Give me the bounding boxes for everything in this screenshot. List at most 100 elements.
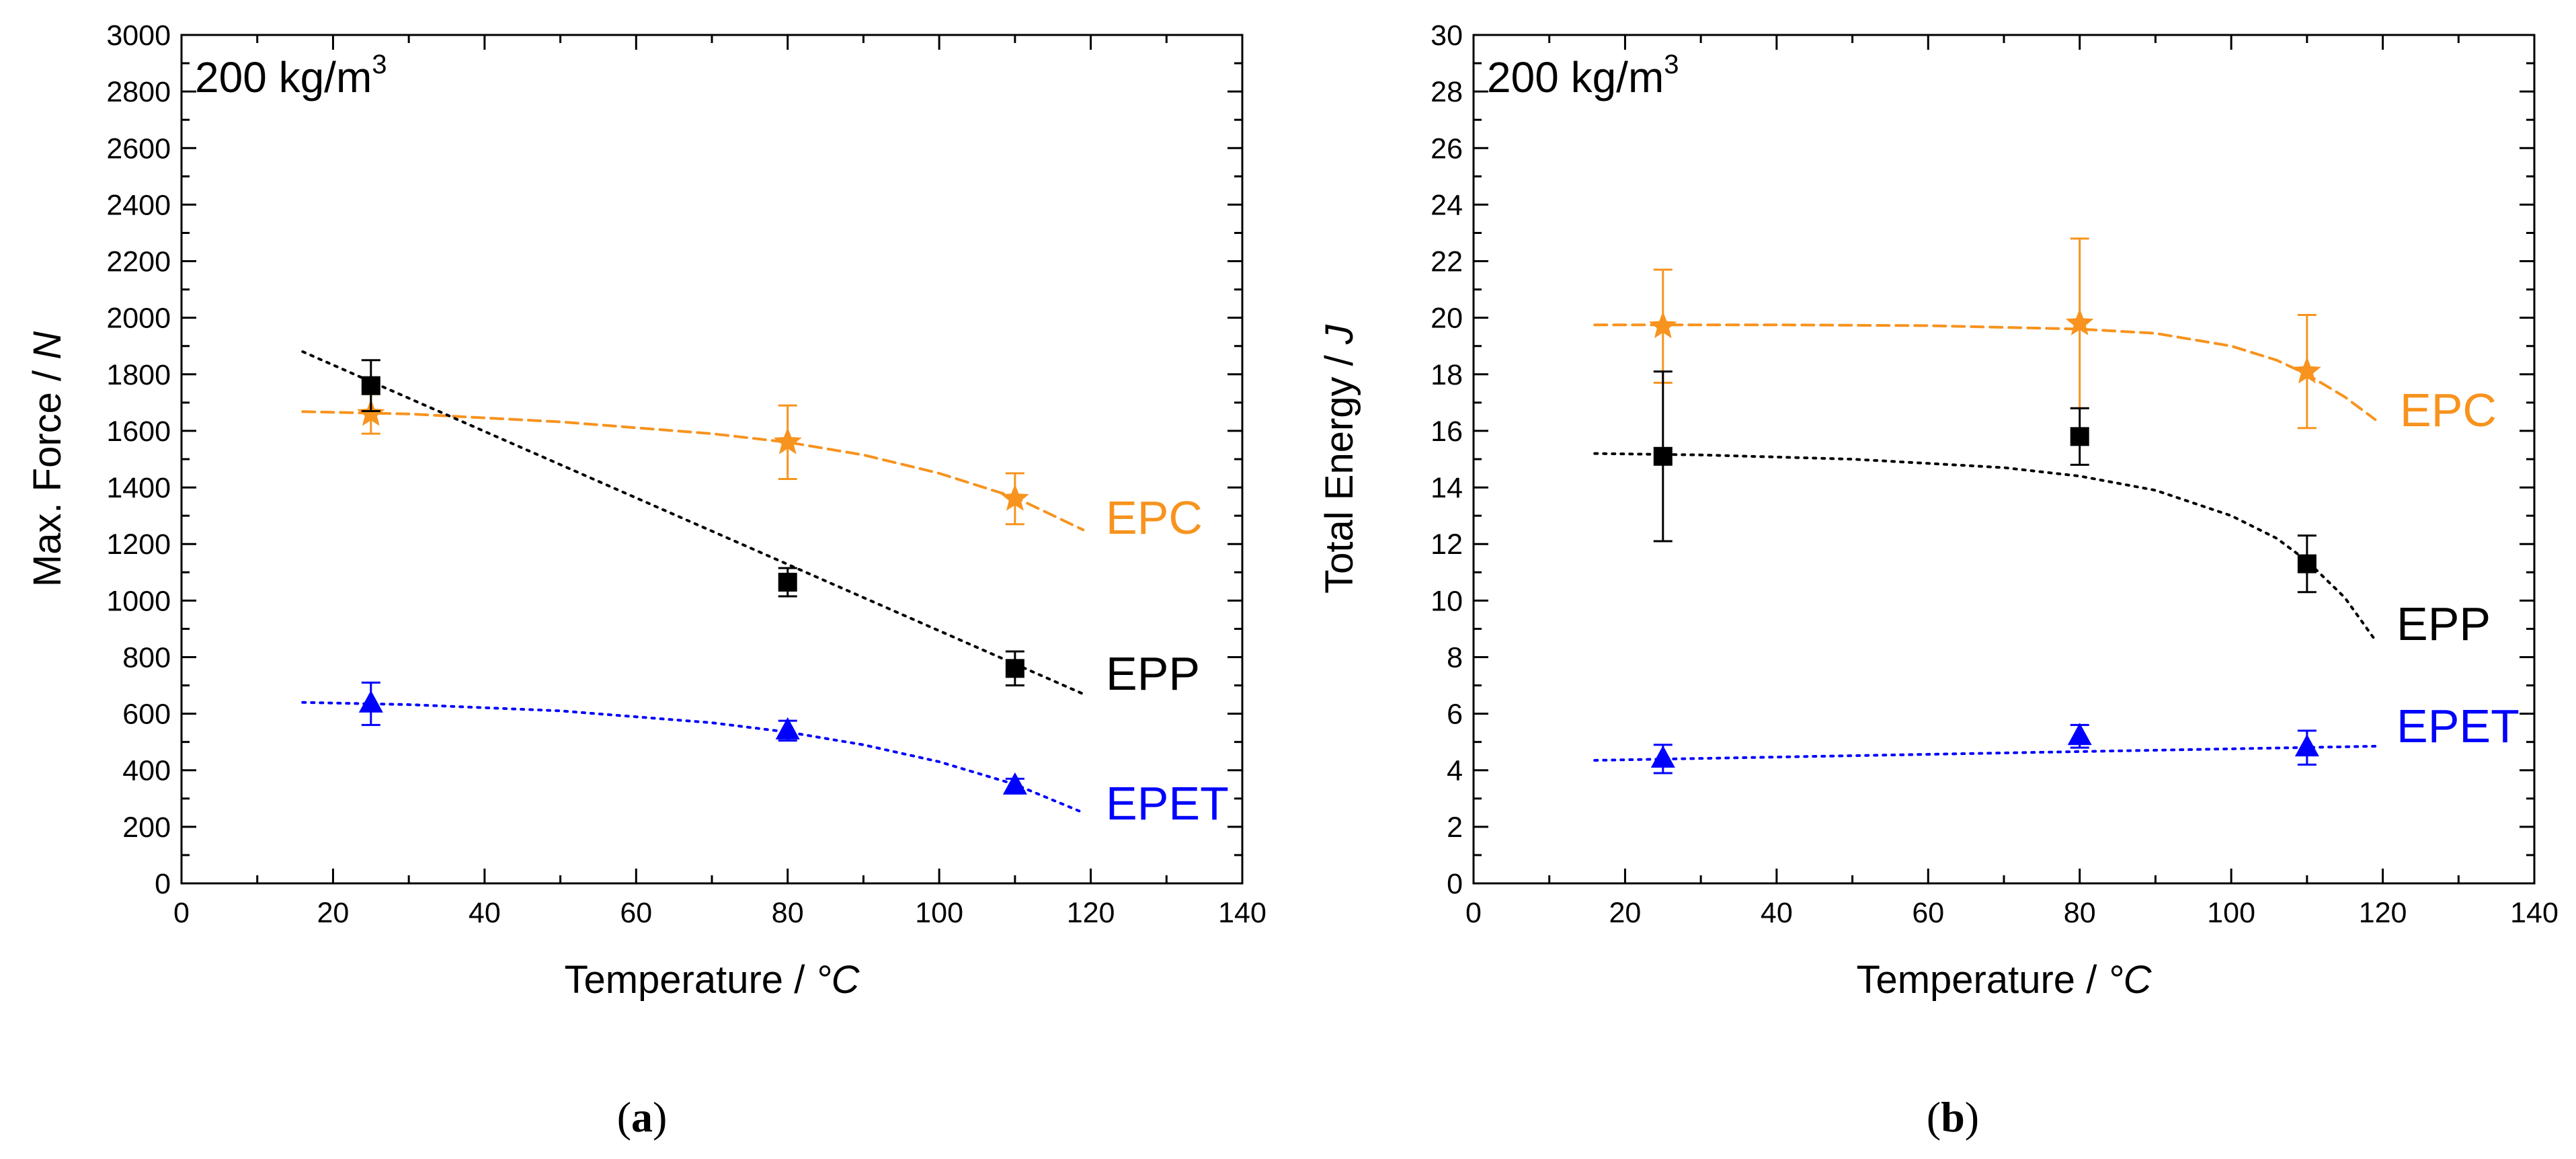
density-annotation: 200 kg/m3 bbox=[195, 50, 387, 102]
y-tick-label: 200 bbox=[122, 811, 171, 844]
y-tick-label: 8 bbox=[1447, 641, 1463, 674]
data-point-epp bbox=[1653, 446, 1673, 466]
plot-frame bbox=[1472, 34, 2536, 885]
panel-label: (a) bbox=[617, 1093, 668, 1141]
series-label-epet: EPET bbox=[2397, 700, 2520, 752]
y-tick-label: 3000 bbox=[106, 19, 171, 52]
y-tick-label: 20 bbox=[1431, 303, 1463, 335]
y-tick-label: 10 bbox=[1431, 585, 1463, 617]
data-point-epet bbox=[358, 690, 383, 713]
density-annotation-text: 200 kg/m bbox=[195, 53, 372, 102]
x-tick-label: 60 bbox=[620, 897, 652, 929]
x-tick-label: 60 bbox=[1912, 897, 1944, 929]
y-axis-unit: J bbox=[1318, 324, 1361, 345]
panel-label: (b) bbox=[1927, 1093, 1979, 1141]
y-tick-label: 1800 bbox=[106, 359, 171, 391]
panel-label-close: ) bbox=[653, 1093, 667, 1141]
y-tick-label: 12 bbox=[1431, 528, 1463, 561]
series-label-epet: EPET bbox=[1106, 777, 1229, 830]
data-point-epp bbox=[361, 376, 380, 395]
x-tick-label: 140 bbox=[1218, 897, 1266, 929]
y-axis-title: Total Energy / J bbox=[1318, 324, 1361, 594]
series-label-epc: EPC bbox=[1106, 491, 1203, 544]
series-epet: EPET bbox=[1593, 700, 2520, 774]
density-annotation: 200 kg/m3 bbox=[1487, 50, 1679, 102]
y-axis-separator: / bbox=[26, 360, 69, 392]
panel-label-letter: a bbox=[631, 1093, 653, 1141]
y-axis-separator: / bbox=[1318, 344, 1361, 376]
data-point-epc bbox=[2292, 356, 2321, 384]
series-label-epp: EPP bbox=[1106, 647, 1200, 700]
x-axis-title: Temperature / °C bbox=[1856, 958, 2152, 1002]
fit-line-epet bbox=[1593, 745, 2377, 762]
x-tick-label: 120 bbox=[2359, 897, 2407, 929]
x-axis-separator: / bbox=[2075, 958, 2107, 1002]
panel-label-close: ) bbox=[1965, 1093, 1979, 1141]
data-point-epp bbox=[778, 572, 797, 592]
y-axis-label: Max. Force bbox=[26, 392, 69, 587]
y-tick-label: 22 bbox=[1431, 246, 1463, 278]
data-point-epet bbox=[775, 717, 800, 740]
panel-label-open: ( bbox=[617, 1093, 631, 1141]
y-tick-label: 800 bbox=[122, 641, 171, 674]
fit-line-epc bbox=[301, 410, 1085, 532]
x-axis-unit: °C bbox=[2107, 958, 2152, 1002]
data-point-epet bbox=[2067, 723, 2092, 746]
x-tick-label: 0 bbox=[1465, 897, 1482, 929]
data-point-epp bbox=[1005, 659, 1024, 678]
data-point-epet bbox=[1650, 745, 1675, 768]
data-point-epp bbox=[2297, 554, 2317, 573]
series-epp: EPP bbox=[301, 350, 1200, 700]
y-tick-label: 600 bbox=[122, 698, 171, 731]
y-tick-label: 18 bbox=[1431, 359, 1463, 391]
data-point-epc bbox=[2065, 309, 2094, 335]
data-point-epp bbox=[2070, 427, 2089, 446]
plot-frame bbox=[180, 34, 1244, 885]
panel-b: 0 20 40 60 80 100 120 1400246810121416182022242… bbox=[1318, 19, 2559, 1141]
x-tick-label: 40 bbox=[469, 897, 501, 929]
fit-line-epp bbox=[301, 350, 1085, 696]
y-tick-label: 0 bbox=[1447, 868, 1463, 900]
y-tick-label: 1600 bbox=[106, 415, 171, 448]
y-tick-label: 2200 bbox=[106, 246, 171, 278]
y-tick-label: 0 bbox=[155, 868, 171, 900]
y-tick-label: 1200 bbox=[106, 528, 171, 561]
data-point-epc bbox=[773, 427, 802, 454]
panel-a: 0 20 40 60 80 100 120 1400200400600800100012001… bbox=[26, 19, 1266, 1141]
x-axis-title: Temperature / °C bbox=[564, 958, 860, 1002]
fit-line-epp bbox=[1593, 452, 2377, 642]
fit-line-epc bbox=[1593, 323, 2377, 422]
x-tick-label: 0 bbox=[173, 897, 190, 929]
y-tick-label: 14 bbox=[1431, 472, 1463, 504]
data-point-epet bbox=[1002, 772, 1027, 795]
y-tick-label: 2 bbox=[1447, 811, 1463, 844]
data-point-epc bbox=[1000, 483, 1029, 511]
y-tick-label: 30 bbox=[1431, 19, 1463, 52]
x-tick-label: 20 bbox=[317, 897, 350, 929]
x-tick-label: 100 bbox=[915, 897, 963, 929]
x-tick-label: 100 bbox=[2207, 897, 2255, 929]
data-point-epc bbox=[1648, 311, 1677, 339]
y-tick-label: 4 bbox=[1447, 755, 1463, 787]
y-tick-label: 6 bbox=[1447, 698, 1463, 731]
panel-label-open: ( bbox=[1927, 1093, 1941, 1141]
y-tick-label: 2400 bbox=[106, 189, 171, 221]
x-tick-label: 140 bbox=[2510, 897, 2559, 929]
panel-label-letter: b bbox=[1941, 1093, 1965, 1141]
x-tick-label: 80 bbox=[772, 897, 804, 929]
y-axis-unit: N bbox=[26, 331, 69, 360]
x-axis-label: Temperature bbox=[564, 958, 783, 1002]
y-tick-label: 28 bbox=[1431, 76, 1463, 108]
data-point-epet bbox=[2294, 734, 2319, 757]
y-tick-label: 1400 bbox=[106, 472, 171, 504]
series-label-epp: EPP bbox=[2397, 598, 2491, 650]
series-epet: EPET bbox=[301, 681, 1229, 830]
data-point-epc bbox=[356, 399, 385, 426]
y-tick-label: 2000 bbox=[106, 303, 171, 335]
series-label-epc: EPC bbox=[2400, 384, 2497, 436]
y-tick-label: 24 bbox=[1431, 189, 1463, 221]
x-tick-label: 120 bbox=[1067, 897, 1115, 929]
series-epc: EPC bbox=[1593, 237, 2497, 436]
x-tick-label: 40 bbox=[1761, 897, 1793, 929]
fit-line-epet bbox=[301, 701, 1085, 814]
